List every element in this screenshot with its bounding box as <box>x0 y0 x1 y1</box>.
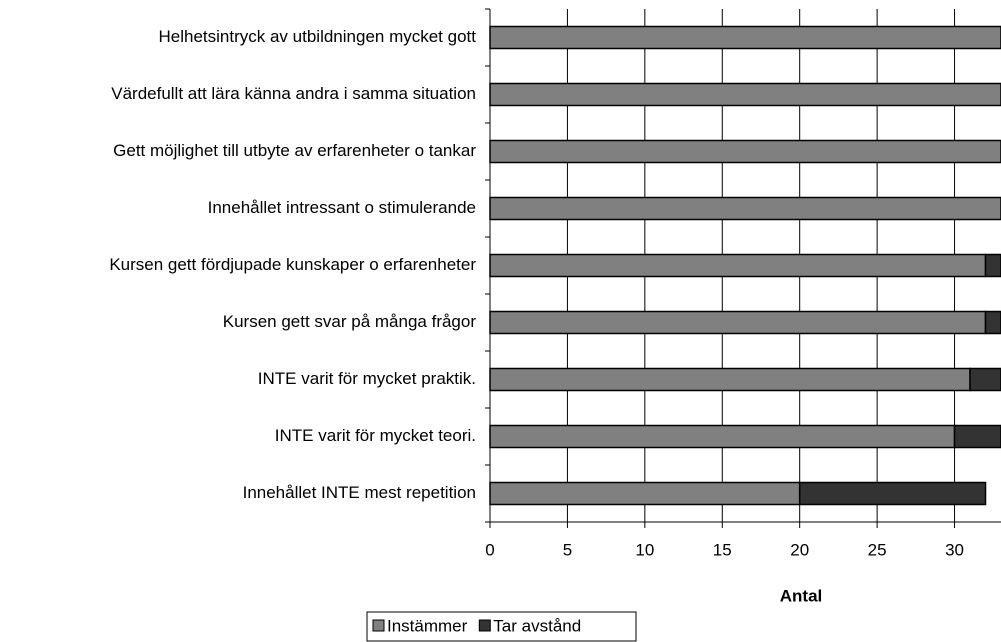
x-tick-label: 20 <box>790 540 809 559</box>
y-tick-label: Gett möjlighet till utbyte av erfarenhet… <box>113 141 476 160</box>
legend-swatch <box>478 619 491 632</box>
bar-segment <box>489 367 971 392</box>
y-tick-label: Helhetsintryck av utbildningen mycket go… <box>159 27 477 46</box>
bar-segment <box>953 424 1001 449</box>
y-tick-label: INTE varit för mycket teori. <box>275 426 476 445</box>
bar-segment <box>489 481 801 506</box>
bar-segment <box>489 139 1001 164</box>
y-tick-label: Kursen gett svar på många frågor <box>223 312 477 331</box>
bar-segment <box>489 196 1001 221</box>
x-tick-label: 0 <box>485 540 494 559</box>
y-tick-label: Kursen gett fördjupade kunskaper o erfar… <box>109 255 476 274</box>
x-tick-label: 30 <box>945 540 964 559</box>
legend-label: Instämmer <box>387 616 468 635</box>
legend-box <box>366 611 637 642</box>
y-tick-label: Innehållet intressant o stimulerande <box>208 198 476 217</box>
y-tick-label: Innehållet INTE mest repetition <box>243 483 476 502</box>
bar-segment <box>489 424 956 449</box>
y-tick-label: INTE varit för mycket praktik. <box>258 369 476 388</box>
x-tick-label: 5 <box>563 540 572 559</box>
x-tick-label: 25 <box>868 540 887 559</box>
legend-swatch <box>372 619 385 632</box>
x-axis-label: Antal <box>780 586 823 605</box>
x-tick-label: 10 <box>635 540 654 559</box>
legend-label: Tar avstånd <box>493 616 581 635</box>
x-tick-label: 15 <box>713 540 732 559</box>
bar-segment <box>984 310 1001 335</box>
bar-segment <box>489 253 987 278</box>
bar-segment <box>489 82 1001 107</box>
y-tick-label: Värdefullt att lära känna andra i samma … <box>111 84 476 103</box>
bar-segment <box>984 253 1001 278</box>
bar-segment <box>489 310 987 335</box>
bar-segment <box>969 367 1001 392</box>
bar-segment <box>798 481 987 506</box>
bar-segment <box>489 25 1001 50</box>
